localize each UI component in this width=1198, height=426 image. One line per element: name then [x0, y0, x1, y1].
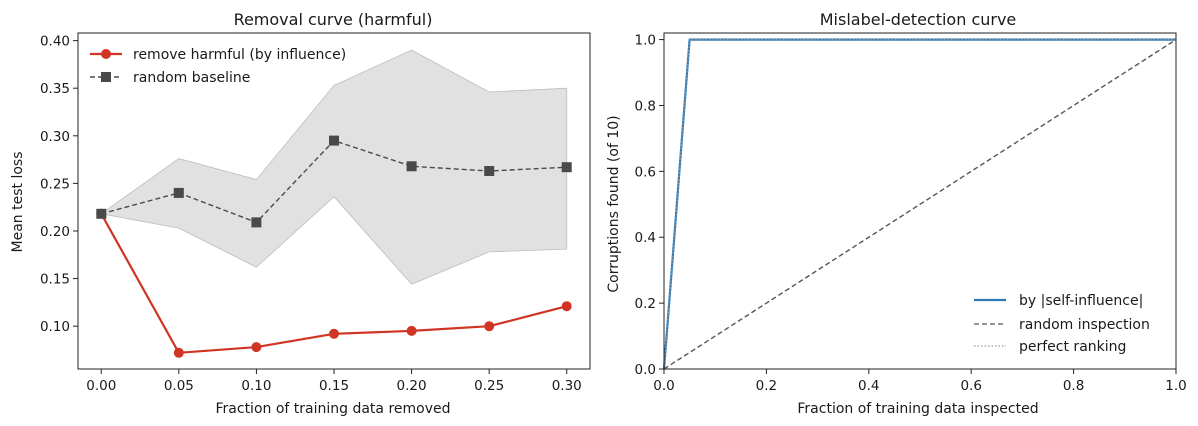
mislabel-axes-frame	[663, 32, 1177, 370]
removal-point-1-0	[96, 208, 107, 219]
mislabel-xtick-label: 1.0	[1165, 378, 1186, 394]
mislabel-series-line-1	[663, 39, 1177, 370]
mislabel-ytick-label: 0.4	[635, 230, 656, 246]
removal-xtick-label: 0.20	[397, 378, 427, 394]
removal-ytick-label: 0.30	[40, 129, 70, 145]
legend-label-perfect-ranking: perfect ranking	[1019, 339, 1126, 355]
legend-label-random-baseline: random baseline	[133, 70, 250, 86]
removal-point-0-6	[561, 301, 572, 312]
removal-ytick-label: 0.10	[40, 319, 70, 335]
mislabel-ytick-label: 0.2	[635, 296, 656, 312]
mislabel-xtick-label: 0.6	[960, 378, 981, 394]
removal-curve-xlabel: Fraction of training data removed	[216, 401, 451, 417]
removal-point-1-3	[329, 135, 339, 146]
mislabel-ytick-label: 0.6	[635, 164, 656, 180]
removal-curve-ylabel: Mean test loss	[10, 152, 26, 253]
removal-point-0-4	[406, 325, 417, 336]
mislabel-xtick-label: 0.8	[1063, 378, 1084, 394]
removal-point-1-6	[561, 162, 572, 173]
removal-ytick-label: 0.35	[40, 81, 70, 97]
mislabel-ytick-label: 1.0	[635, 33, 656, 49]
legend-marker-remove-harmful	[101, 49, 111, 59]
removal-curve-legend: remove harmful (by influence) random bas…	[90, 47, 346, 86]
mislabel-detection-legend: by |self-influence| random inspection pe…	[974, 293, 1150, 355]
mislabel-xtick-label: 0.0	[653, 378, 674, 394]
mislabel-xtick-label: 0.4	[858, 378, 879, 394]
removal-xtick-label: 0.15	[319, 378, 349, 394]
mislabel-detection-title: Mislabel-detection curve	[820, 10, 1017, 29]
removal-ytick-label: 0.20	[40, 224, 70, 240]
legend-marker-random-baseline	[101, 72, 111, 82]
removal-xtick-label: 0.00	[86, 378, 116, 394]
legend-label-remove-harmful: remove harmful (by influence)	[133, 47, 346, 63]
removal-point-1-5	[484, 166, 495, 176]
mislabel-detection-xlabel: Fraction of training data inspected	[797, 401, 1038, 417]
removal-point-1-2	[251, 217, 262, 228]
legend-label-random-inspection: random inspection	[1019, 317, 1150, 333]
removal-curve-plot-area: 0.00 0.05 0.10 0.15 0.20 0.25 0.30 0.10 0.15 0.20…	[40, 32, 591, 394]
removal-xtick-label: 0.10	[241, 378, 271, 394]
removal-ytick-label: 0.25	[40, 176, 70, 192]
mislabel-xtick-label: 0.2	[756, 378, 777, 394]
mislabel-detection-panel: Mislabel-detection curve Fraction of tra…	[606, 10, 1187, 417]
removal-xtick-label: 0.30	[552, 378, 582, 394]
mislabel-ytick-label: 0.0	[635, 362, 656, 378]
mislabel-detection-plot-area: 0.0 0.2 0.4 0.6 0.8 1.0 0.0 0.2 0.4 0.6 0.8 1.0	[635, 32, 1187, 394]
removal-point-0-5	[484, 321, 495, 332]
mislabel-series-line-0	[662, 38, 1176, 370]
removal-point-0-2	[251, 342, 262, 353]
removal-point-0-1	[173, 347, 184, 358]
removal-point-1-1	[173, 187, 184, 198]
removal-xtick-label: 0.05	[164, 378, 194, 394]
legend-label-self-influence: by |self-influence|	[1019, 293, 1143, 309]
mislabel-series-line-2	[663, 38, 1176, 370]
removal-xtick-label: 0.25	[474, 378, 504, 394]
removal-point-0-3	[329, 328, 339, 339]
mislabel-detection-ylabel: Corruptions found (of 10)	[606, 115, 622, 292]
removal-curve-panel: Removal curve (harmful) Fraction of trai…	[10, 10, 591, 417]
removal-ytick-label: 0.15	[40, 272, 70, 288]
removal-ytick-label: 0.40	[40, 34, 70, 50]
removal-curve-title: Removal curve (harmful)	[234, 10, 433, 29]
mislabel-ytick-label: 0.8	[635, 98, 656, 114]
removal-point-1-4	[406, 161, 417, 172]
